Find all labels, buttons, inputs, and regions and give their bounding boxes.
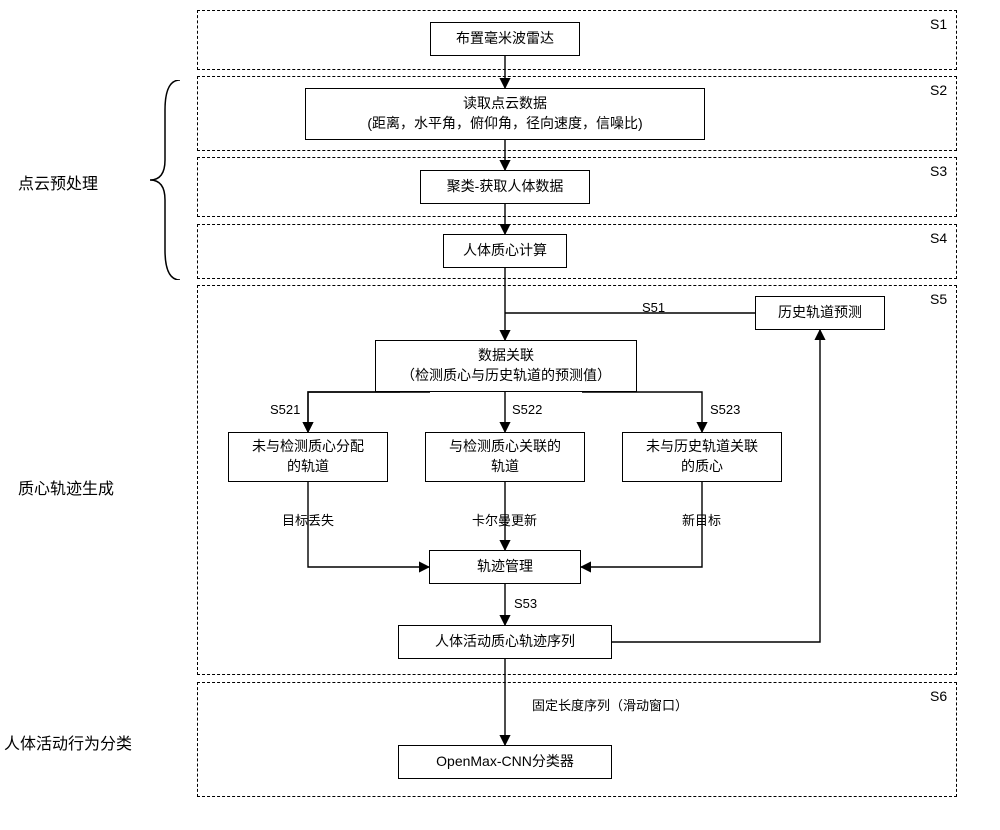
edge-label-s522: S522 (510, 402, 544, 417)
node-text-sub: 的质心 (681, 457, 723, 477)
node-cluster: 聚类-获取人体数据 (420, 170, 590, 204)
edge-label-s521: S521 (268, 402, 302, 417)
node-text: 数据关联 (478, 346, 534, 366)
node-text: OpenMax-CNN分类器 (436, 752, 574, 772)
node-text: 布置毫米波雷达 (456, 29, 554, 49)
brace-preprocess (135, 80, 185, 280)
node-unmatched-centroid: 未与历史轨道关联 的质心 (622, 432, 782, 482)
node-classifier: OpenMax-CNN分类器 (398, 745, 612, 779)
stage-s4: S4 (930, 230, 947, 246)
node-data-assoc: 数据关联 （检测质心与历史轨道的预测值） (375, 340, 637, 392)
stage-s1: S1 (930, 16, 947, 32)
node-text-sub: （检测质心与历史轨道的预测值） (401, 366, 611, 386)
node-text: 未与检测质心分配 (252, 437, 364, 457)
node-centroid-calc: 人体质心计算 (443, 234, 567, 268)
edge-label-target-lost: 目标丢失 (280, 510, 336, 529)
node-text: 聚类-获取人体数据 (447, 177, 564, 197)
node-track-mgmt: 轨迹管理 (429, 550, 581, 584)
node-text-sub: 轨道 (491, 457, 519, 477)
edge-label-s53: S53 (512, 596, 539, 611)
node-text-sub: (距离，水平角，俯仰角，径向速度，信噪比) (367, 114, 642, 134)
stage-s3: S3 (930, 163, 947, 179)
node-text: 历史轨道预测 (778, 303, 862, 323)
node-text-sub: 的轨道 (287, 457, 329, 477)
node-text: 轨迹管理 (477, 557, 533, 577)
node-history-pred: 历史轨道预测 (755, 296, 885, 330)
node-deploy-radar: 布置毫米波雷达 (430, 22, 580, 56)
label-classify: 人体活动行为分类 (4, 730, 132, 754)
edge-label-s523: S523 (708, 402, 742, 417)
edge-label-new-target: 新目标 (680, 510, 723, 529)
label-preprocess: 点云预处理 (18, 170, 98, 194)
node-text: 未与历史轨道关联 (646, 437, 758, 457)
stage-s6: S6 (930, 688, 947, 704)
label-trajectory: 质心轨迹生成 (18, 475, 114, 499)
stage-s5: S5 (930, 291, 947, 307)
stage-s2: S2 (930, 82, 947, 98)
node-text: 人体活动质心轨迹序列 (435, 632, 575, 652)
edge-label-s51: S51 (640, 300, 667, 315)
edge-label-kalman-update: 卡尔曼更新 (470, 510, 539, 529)
node-text: 读取点云数据 (463, 94, 547, 114)
frame-s4 (197, 224, 957, 279)
node-matched-track: 与检测质心关联的 轨道 (425, 432, 585, 482)
node-read-cloud: 读取点云数据 (距离，水平角，俯仰角，径向速度，信噪比) (305, 88, 705, 140)
node-seq: 人体活动质心轨迹序列 (398, 625, 612, 659)
node-unmatched-track: 未与检测质心分配 的轨道 (228, 432, 388, 482)
node-text: 与检测质心关联的 (449, 437, 561, 457)
node-text: 人体质心计算 (463, 241, 547, 261)
edge-label-fixed-len: 固定长度序列（滑动窗口） (530, 695, 690, 714)
